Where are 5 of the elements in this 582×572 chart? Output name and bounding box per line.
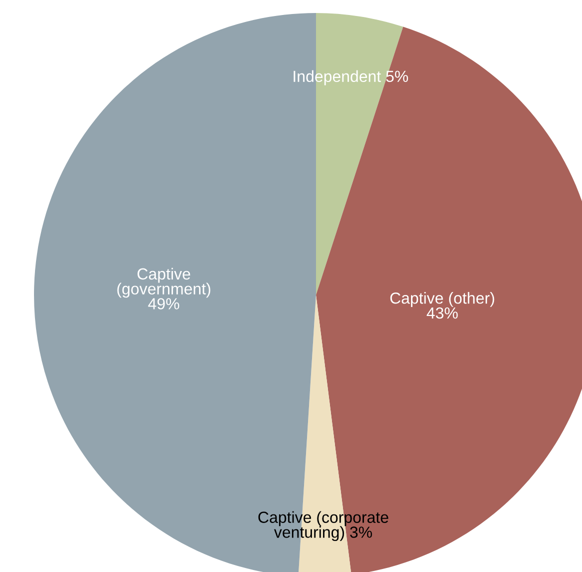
slice-label: Captive (other) — [390, 292, 494, 307]
slice-label: Independent 5% — [294, 70, 408, 86]
data-label: 43% — [426, 307, 458, 319]
data-label: 49% — [148, 298, 180, 310]
slice-label: Captive (government) — [117, 268, 210, 298]
